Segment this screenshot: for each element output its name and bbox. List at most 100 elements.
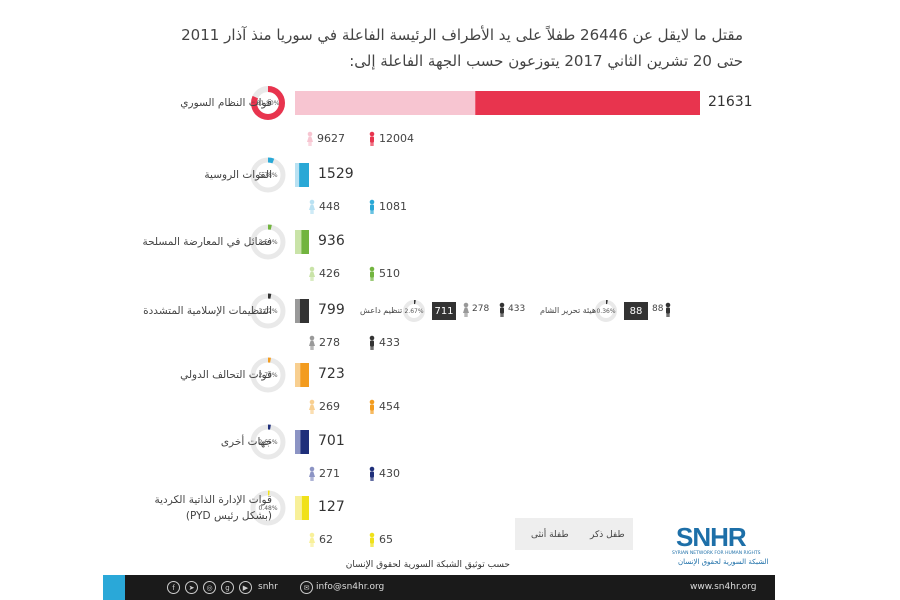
- donut-opposition-percent: 3.54%: [258, 238, 278, 246]
- donut-pyd-percent: 0.48%: [258, 504, 278, 512]
- male-value-pyd: 65: [379, 533, 393, 546]
- male-icon-opposition-leg-l: [370, 277, 372, 281]
- male-icon-pyd-leg-r: [372, 543, 374, 547]
- male-icon-coalition-head: [369, 399, 375, 405]
- total-regime: 21631: [708, 94, 753, 110]
- chart-title: مقتل ما لايقل عن 26446 طفلاً على يد الأط…: [123, 22, 743, 74]
- total-extremist: 799: [318, 302, 345, 318]
- male-icon-coalition-leg-l: [370, 410, 372, 414]
- legend-male-label: طفل ذكر: [590, 530, 625, 540]
- female-value-extremist: 278: [319, 336, 340, 349]
- female-icon-extremist-leg-l: [310, 346, 312, 350]
- female-icon-coalition-leg-r: [312, 410, 314, 414]
- male-icon-other-leg-r: [372, 477, 374, 481]
- logo-subtitle: SYRIAN NETWORK FOR HUMAN RIGHTS: [672, 551, 761, 556]
- female-value-regime: 9627: [317, 132, 345, 145]
- donut-extremist-arc: [250, 293, 286, 329]
- male-icon-russia-head: [369, 199, 375, 205]
- facebook-icon[interactable]: f: [167, 581, 180, 594]
- bar-other-female: [295, 430, 301, 454]
- bar-opposition-male: [301, 230, 309, 254]
- category-label-regime: قوات النظام السوري: [180, 97, 272, 109]
- isis-female-icon-head: [463, 302, 469, 308]
- female-icon-opposition-head: [309, 266, 315, 272]
- female-icon-extremist-head: [309, 335, 315, 341]
- isis-male-icon-head: [499, 302, 505, 308]
- male-icon-regime-leg-l: [370, 142, 372, 146]
- female-icon-other-leg-r: [312, 477, 314, 481]
- source-note: حسب توثيق الشبكة السورية لحقوق الإنسان: [345, 560, 510, 570]
- female-value-other: 271: [319, 467, 340, 480]
- isis-female-icon-leg-l: [464, 313, 466, 317]
- donut-other-arc: [250, 424, 286, 460]
- googleplus-icon[interactable]: g: [221, 581, 234, 594]
- email-icon: ✉: [300, 581, 313, 594]
- female-icon-russia-leg-l: [310, 210, 312, 214]
- male-icon-other-body: [370, 471, 374, 478]
- female-value-coalition: 269: [319, 400, 340, 413]
- isis-female-icon-leg-r: [466, 313, 468, 317]
- footer-handle[interactable]: snhr: [258, 582, 278, 592]
- male-icon-coalition-leg-r: [372, 410, 374, 414]
- category-label-opposition: فصائل في المعارضة المسلحة: [142, 236, 273, 248]
- category-label-pyd: قوات الإدارة الذاتية الكردية: [154, 494, 272, 506]
- female-icon-extremist-body: [309, 340, 315, 346]
- male-icon-russia-leg-r: [372, 210, 374, 214]
- category-label-other: جهات أخرى: [220, 436, 272, 448]
- donut-russia-arc: [250, 157, 286, 193]
- bar-extremist-female: [295, 299, 300, 323]
- total-russia: 1529: [318, 166, 354, 182]
- category-label-coalition: قوات التحالف الدولي: [180, 369, 272, 381]
- male-icon-other-head: [369, 466, 375, 472]
- donut-opposition-arc: [250, 224, 286, 260]
- total-coalition: 723: [318, 366, 345, 382]
- bar-extremist-male: [299, 299, 309, 323]
- donut-coalition: 2.73%: [251, 358, 286, 393]
- female-icon-opposition-leg-r: [312, 277, 314, 281]
- male-icon-extremist-leg-r: [372, 346, 374, 350]
- male-value-regime: 12004: [379, 132, 414, 145]
- donut-regime: 81.80%: [251, 86, 285, 120]
- donut-extremist-percent: 3.02%: [258, 307, 278, 315]
- category-label-pyd-2: (بشكل رئيس PYD): [185, 510, 272, 522]
- male-icon-opposition-head: [369, 266, 375, 272]
- donut-pyd-arc: [250, 490, 286, 526]
- footer-accent: [103, 575, 125, 600]
- donut-coalition-arc: [250, 357, 286, 393]
- female-icon-russia-body: [309, 204, 315, 210]
- donut-russia: 5.78%: [251, 158, 286, 193]
- female-icon-russia-head: [309, 199, 315, 205]
- isis-female-icon-body: [463, 307, 469, 313]
- male-value-opposition: 510: [379, 267, 400, 280]
- footer-website[interactable]: www.sn4hr.org: [690, 582, 757, 592]
- female-icon-regime-body: [307, 136, 313, 142]
- donut-hts-arc: [595, 300, 617, 322]
- female-value-pyd: 62: [319, 533, 333, 546]
- male-icon-russia-leg-l: [370, 210, 372, 214]
- hts-male-icon-body: [666, 307, 670, 314]
- logo-arabic: الشبكة السورية لحقوق الإنسان: [678, 558, 769, 566]
- male-value-coalition: 454: [379, 400, 400, 413]
- isis-male-icon-body: [500, 307, 504, 314]
- donut-other: 2.65%: [251, 425, 286, 460]
- donut-hts-percent: 0.36%: [596, 307, 616, 315]
- footer-email[interactable]: info@sn4hr.org: [316, 582, 385, 592]
- female-icon-coalition-leg-l: [310, 410, 312, 414]
- male-icon-opposition-leg-r: [372, 277, 374, 281]
- female-icon-coalition-body: [309, 404, 315, 410]
- bar-other-male: [300, 430, 309, 454]
- donut-regime-percent: 81.80%: [256, 99, 280, 107]
- male-icon-other-leg-l: [370, 477, 372, 481]
- female-icon-pyd-leg-r: [312, 543, 314, 547]
- instagram-icon[interactable]: ◎: [203, 581, 216, 594]
- total-opposition: 936: [318, 233, 345, 249]
- female-value-russia: 448: [319, 200, 340, 213]
- telegram-icon[interactable]: ➤: [185, 581, 198, 594]
- isis-male-value: 433: [508, 304, 526, 314]
- youtube-icon[interactable]: ▶: [239, 581, 252, 594]
- male-icon-pyd-leg-l: [370, 543, 372, 547]
- female-icon-regime-leg-r: [310, 142, 312, 146]
- male-icon-extremist-leg-l: [370, 346, 372, 350]
- male-icon-regime-head: [369, 131, 375, 137]
